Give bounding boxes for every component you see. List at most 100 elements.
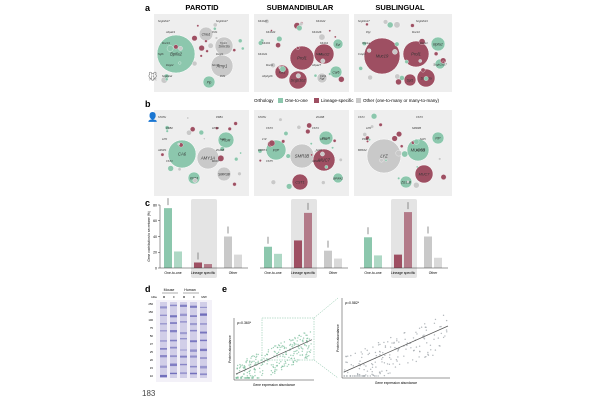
callout-label: STATH: [158, 115, 166, 119]
scatter-point: [375, 366, 377, 368]
scatter-point: [416, 333, 418, 335]
callout-label: LPO: [162, 137, 167, 141]
scatter-point: [274, 370, 276, 373]
kda-label: 250: [148, 302, 153, 306]
scatter-point: [239, 363, 241, 366]
scatter-point: [387, 372, 389, 375]
bubble-label: PIP: [435, 137, 441, 141]
callout-label: Abpa19: [165, 30, 176, 34]
scatter-point: [237, 377, 240, 379]
scatter-point: [240, 365, 242, 367]
small-bubble: [393, 21, 401, 29]
scatter-point: [309, 351, 311, 354]
scatter-point: [241, 364, 244, 366]
small-bubble: [178, 61, 182, 65]
scatter-point: [358, 363, 360, 365]
scatter-point: [248, 377, 251, 379]
y-axis-label: Protein abundance: [228, 335, 232, 363]
scatter-point: [375, 354, 378, 357]
panel-letter-b: b: [145, 99, 151, 109]
scatter-point: [278, 362, 280, 365]
small-bubble: [371, 113, 378, 120]
scatter-point: [378, 350, 381, 353]
bubble: [318, 130, 334, 146]
legend-swatch-lineage: [314, 98, 319, 103]
scatter-point: [246, 358, 248, 360]
scatter-point: [412, 350, 415, 352]
bubble-label: BPIFA2: [333, 177, 343, 181]
x-tick-label: Other: [229, 271, 238, 275]
scatter-point: [383, 341, 385, 344]
bubble-label: MUC7: [419, 173, 431, 177]
scatter-point: [281, 345, 284, 347]
scatter-point: [246, 371, 249, 374]
bubble-label: CA6: [178, 152, 187, 157]
panel-letter-c: c: [145, 198, 150, 208]
scatter-point: [310, 343, 312, 345]
zoom-box: [261, 317, 315, 361]
scatter-point: [392, 363, 394, 365]
small-bubble: [440, 174, 447, 180]
bubble: [414, 164, 434, 184]
scatter-point: [255, 355, 258, 358]
figure-canvas: a b c d e PAROTID SUBMANDIBULAR SUBLINGU…: [145, 3, 452, 387]
scatter-point: [388, 363, 391, 366]
scatter-point: [357, 375, 359, 377]
small-bubble: [438, 157, 442, 161]
bubble-label: AMY1A: [200, 156, 215, 161]
kda-label: 100: [148, 318, 153, 322]
bubble: [156, 34, 196, 74]
scatter-point: [283, 347, 286, 350]
bar-human: [324, 250, 332, 268]
correlation-label: ρ=0.582*: [345, 301, 360, 305]
bar-mouse: [234, 254, 242, 268]
callout-label: Smr3b: [212, 63, 220, 67]
gel-header-human: Human: [184, 288, 196, 292]
scatter-point: [248, 364, 250, 366]
scatter-point: [280, 368, 283, 371]
scatter-point: [368, 352, 371, 354]
small-bubble: [305, 129, 311, 134]
bubble: [430, 36, 446, 52]
scatter-point: [426, 342, 428, 344]
gel-band: [190, 349, 197, 352]
callout-label: DMBT1: [416, 148, 425, 152]
y-tick-label: 20: [153, 251, 157, 255]
scatter-point: [283, 365, 286, 367]
scatter-point: [434, 318, 437, 321]
scatter-point: [306, 337, 308, 340]
bubble: [202, 75, 216, 89]
gel-band: [180, 313, 187, 317]
scatter-point: [255, 358, 257, 361]
x-axis-label: Gene expression abundance: [375, 381, 417, 385]
scatter-point: [267, 360, 269, 362]
scatter-point: [236, 367, 238, 369]
small-bubble: [416, 165, 419, 169]
bubble-label: Scgb2b27: [433, 63, 447, 67]
scatter-point: [276, 364, 278, 367]
small-bubble: [283, 131, 289, 136]
small-bubble: [177, 142, 180, 146]
small-bubble: [241, 46, 245, 51]
scatter-point: [439, 326, 441, 328]
scatter-point: [364, 348, 366, 350]
scatter-point: [239, 366, 242, 368]
small-bubble: [338, 76, 345, 83]
scatter-point: [351, 375, 354, 377]
small-bubble: [324, 165, 329, 169]
figure: a b c d e PAROTID SUBMANDIBULAR SUBLINGU…: [142, 0, 458, 400]
small-bubble: [404, 59, 409, 64]
kda-label: 37: [150, 342, 154, 346]
scatter-point: [293, 342, 296, 345]
small-bubble: [192, 177, 198, 183]
scatter-point: [273, 350, 276, 353]
scatter-point: [298, 347, 300, 350]
scatter-point: [289, 343, 292, 346]
callout-label: CST3: [266, 126, 273, 130]
small-bubble: [177, 167, 182, 172]
gel-band: [170, 330, 177, 333]
bubble-label: CST1: [295, 181, 304, 185]
scatter-point: [283, 341, 286, 343]
small-bubble: [394, 73, 401, 80]
legend-label-one-to-one: One-to-one: [285, 98, 308, 103]
